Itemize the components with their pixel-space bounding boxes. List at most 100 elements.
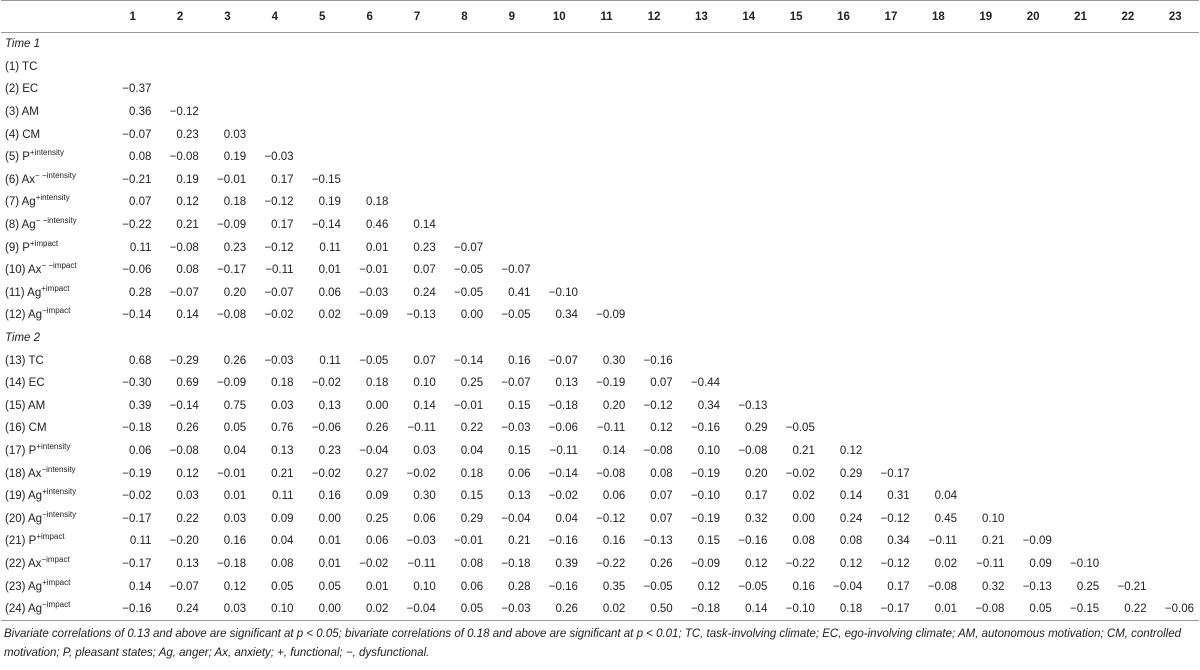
row-label-sup: +impact (42, 577, 71, 587)
row-label-text: (20) Ag (5, 512, 43, 525)
row-label-sup: −impact (42, 600, 71, 610)
empty-cell (630, 78, 677, 101)
empty-cell (1057, 372, 1104, 395)
cell: 0.10 (413, 377, 436, 390)
cell: −0.11 (976, 557, 1005, 570)
data-row: (6) Ax− −intensity −0.21 0.19 −0.01 0.17 −0.1… (1, 169, 1199, 192)
empty-cell (441, 169, 488, 192)
cell: 0.30 (413, 490, 436, 503)
empty-cell (1152, 462, 1199, 485)
cell: −0.19 (690, 467, 721, 480)
data-row: (23) Ag+impact 0.14 −0.07 0.12 0.05 0.05 0.01 0… (1, 575, 1199, 598)
empty-cell (1104, 372, 1151, 395)
data-row: (22) Ax−impact −0.17 0.13 −0.18 0.08 0.01 −0.0… (1, 553, 1199, 576)
empty-cell (725, 236, 772, 259)
row-label-text: (14) EC (5, 377, 45, 390)
cell: 0.05 (318, 580, 341, 593)
empty-cell (346, 101, 393, 124)
column-header: 7 (393, 0, 441, 33)
cell: −0.14 (548, 467, 578, 480)
data-row: (7) Ag+intensity 0.07 0.12 0.18 −0.12 0.19 0.1… (1, 191, 1199, 214)
cell: 0.01 (318, 557, 341, 570)
cell: 0.10 (982, 512, 1005, 525)
cell: −0.10 (772, 597, 820, 622)
empty-cell (962, 440, 1009, 463)
cell: 0.34 (887, 535, 910, 548)
empty-cell (1057, 349, 1104, 372)
empty-cell (583, 101, 630, 124)
row-label-text: (19) Ag (5, 490, 43, 503)
cell: 0.06 (460, 580, 484, 593)
cell: 0.32 (982, 580, 1005, 593)
cell: 0.41 (508, 286, 531, 299)
empty-cell (1104, 214, 1151, 237)
column-header: 5 (298, 0, 346, 33)
empty-cell (346, 169, 393, 192)
cell: −0.16 (738, 535, 768, 548)
empty-cell (441, 78, 488, 101)
row-label-text: (13) TC (5, 354, 44, 367)
empty-cell (393, 78, 440, 101)
empty-cell (583, 146, 630, 169)
column-header: 4 (251, 0, 299, 33)
empty-cell (1009, 485, 1056, 508)
row-label-text: (7) Ag (5, 196, 36, 209)
empty-cell (820, 259, 867, 282)
row-label-text: (3) AM (5, 106, 39, 119)
cell: −0.02 (311, 377, 341, 390)
empty-cell (867, 146, 914, 169)
empty-cell (678, 214, 725, 237)
section-title: Time 1 (5, 38, 41, 51)
cell: 0.05 (271, 580, 294, 593)
cell: −0.13 (738, 399, 768, 412)
cell: 0.11 (319, 241, 341, 254)
column-header: 1 (109, 0, 157, 33)
cell: −0.10 (1070, 557, 1100, 570)
cell: 0.18 (819, 597, 868, 622)
empty-cell (1057, 123, 1104, 146)
cell: 0.09 (1029, 557, 1052, 570)
empty-cell (678, 349, 725, 372)
cell: 0.34 (555, 309, 578, 322)
row-label-text: (22) Ax (5, 557, 42, 570)
cell: −0.02 (264, 309, 294, 322)
empty-cell (820, 191, 867, 214)
cell: −0.13 (1022, 580, 1052, 593)
cell: 0.24 (839, 512, 863, 525)
empty-cell (441, 101, 488, 124)
cell: 0.08 (839, 535, 863, 548)
data-row: (3) AM 0.36 −0.12 (1, 101, 1199, 124)
cell: −0.03 (264, 151, 294, 164)
cell: 0.08 (271, 557, 294, 570)
empty-cell (1152, 372, 1199, 395)
cell: −0.07 (454, 241, 484, 254)
cell: 0.01 (914, 597, 963, 622)
cell: 0.03 (203, 597, 252, 622)
cell: −0.06 (122, 264, 152, 277)
empty-cell (962, 259, 1009, 282)
cell: 0.20 (223, 286, 247, 299)
empty-cell (536, 78, 583, 101)
row-label: (19) Ag+intensity (1, 485, 109, 508)
empty-cell (772, 169, 819, 192)
empty-cell (725, 214, 772, 237)
cell: −0.11 (928, 535, 958, 548)
empty-cell (725, 56, 772, 79)
empty-cell (1057, 56, 1104, 79)
empty-cell (1009, 507, 1056, 530)
cell: −0.22 (596, 557, 626, 570)
cell: −0.17 (217, 264, 247, 277)
cell: 0.07 (650, 490, 673, 503)
cell: −0.02 (311, 467, 341, 480)
cell: 0.18 (223, 196, 247, 209)
empty-cell (915, 462, 962, 485)
cell: −0.17 (867, 597, 915, 622)
empty-cell (488, 101, 535, 124)
empty-cell (1057, 146, 1104, 169)
empty-cell (962, 191, 1009, 214)
cell: 0.35 (602, 580, 626, 593)
empty-cell (109, 56, 156, 79)
cell: −0.03 (488, 597, 536, 622)
cell: 0.06 (413, 512, 436, 525)
cell: −0.01 (454, 399, 484, 412)
